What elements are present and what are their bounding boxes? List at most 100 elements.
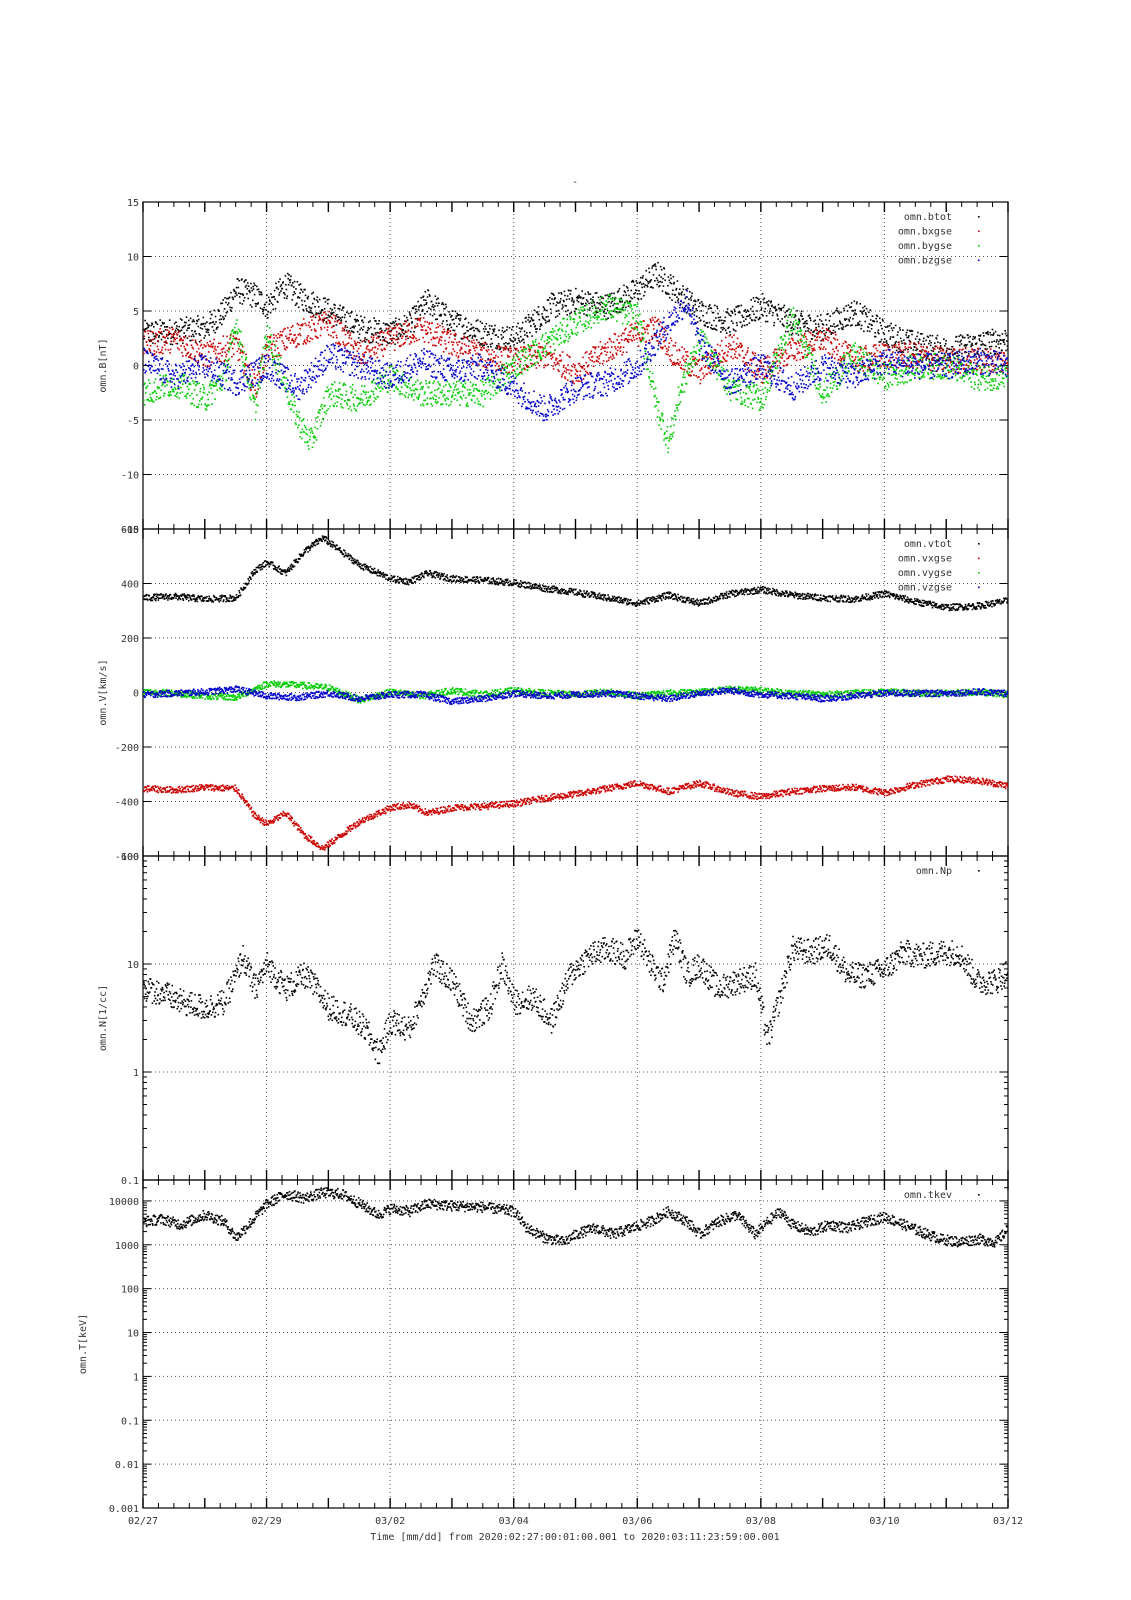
- data-point: [690, 295, 693, 297]
- data-point: [610, 356, 612, 358]
- data-point: [574, 312, 576, 315]
- data-point: [160, 324, 162, 327]
- data-point: [412, 337, 415, 340]
- data-point: [707, 353, 710, 355]
- data-point: [414, 325, 416, 327]
- data-point: [581, 310, 584, 312]
- data-point: [294, 338, 297, 341]
- data-point: [388, 366, 391, 369]
- data-point: [534, 362, 536, 364]
- data-point: [272, 340, 275, 343]
- data-point: [183, 374, 186, 376]
- data-point: [609, 294, 612, 297]
- data-point: [280, 284, 283, 286]
- data-point: [719, 319, 721, 322]
- data-point: [630, 323, 633, 326]
- data-point: [649, 280, 652, 282]
- data-point: [606, 294, 608, 296]
- data-point: [160, 338, 163, 341]
- data-point: [244, 364, 247, 367]
- data-point: [408, 377, 411, 380]
- data-point: [863, 305, 866, 308]
- data-point: [508, 342, 510, 345]
- data-point: [682, 355, 685, 357]
- data-point: [208, 365, 211, 368]
- data-point: [662, 336, 665, 338]
- data-point: [897, 331, 899, 333]
- data-point: [631, 327, 634, 330]
- data-point: [452, 329, 454, 332]
- data-point: [321, 403, 323, 406]
- data-point: [683, 293, 686, 296]
- data-point: [794, 355, 796, 357]
- data-point: [192, 335, 195, 338]
- data-point: [411, 395, 413, 398]
- data-point: [638, 290, 640, 292]
- data-point: [447, 331, 449, 334]
- data-point: [413, 305, 416, 308]
- data-point: [763, 301, 765, 304]
- data-point: [919, 358, 922, 361]
- data-point: [202, 383, 204, 386]
- data-point: [525, 348, 528, 350]
- data-point: [968, 353, 970, 355]
- data-point: [797, 351, 800, 353]
- data-point: [645, 279, 648, 282]
- data-point: [161, 333, 163, 335]
- data-point: [692, 355, 695, 358]
- data-point: [966, 358, 968, 361]
- data-point: [734, 310, 736, 313]
- data-point: [209, 317, 212, 320]
- data-point: [285, 335, 287, 337]
- data-point: [254, 302, 257, 305]
- data-point: [900, 340, 903, 342]
- data-point: [566, 295, 569, 297]
- data-point: [883, 364, 885, 367]
- data-point: [396, 324, 399, 327]
- data-point: [673, 282, 675, 285]
- data-point: [337, 390, 340, 393]
- data-point: [906, 329, 909, 331]
- data-point: [206, 341, 209, 344]
- data-point: [152, 400, 155, 403]
- data-point: [219, 352, 221, 355]
- data-point: [400, 344, 403, 347]
- data-point: [423, 341, 426, 343]
- data-point: [435, 345, 437, 347]
- data-point: [885, 341, 887, 343]
- data-point: [517, 337, 520, 340]
- data-point: [696, 376, 699, 379]
- data-point: [994, 356, 997, 358]
- data-point: [323, 308, 326, 310]
- data-point: [384, 382, 386, 385]
- data-point: [283, 344, 285, 347]
- data-point: [536, 311, 539, 313]
- data-point: [766, 320, 769, 323]
- data-point: [862, 310, 865, 313]
- data-point: [853, 359, 856, 362]
- data-point: [550, 358, 553, 360]
- data-point: [644, 331, 647, 334]
- data-point: [439, 336, 442, 338]
- data-point: [888, 324, 891, 327]
- data-point: [369, 320, 371, 322]
- data-point: [789, 313, 792, 316]
- data-point: [198, 340, 201, 343]
- data-point: [398, 332, 401, 335]
- data-point: [273, 289, 276, 292]
- data-point: [149, 344, 152, 347]
- data-point: [586, 371, 589, 374]
- data-point: [643, 286, 646, 288]
- data-point: [865, 307, 868, 310]
- data-point: [317, 416, 319, 418]
- data-point: [585, 299, 588, 301]
- data-point: [749, 317, 752, 319]
- data-point: [539, 328, 541, 331]
- data-point: [737, 311, 740, 314]
- data-point: [517, 349, 519, 352]
- data-point: [167, 391, 170, 393]
- data-point: [449, 330, 452, 332]
- data-point: [671, 299, 673, 301]
- y-axis-title: omn.B[nT]: [98, 338, 109, 392]
- data-point: [371, 349, 373, 351]
